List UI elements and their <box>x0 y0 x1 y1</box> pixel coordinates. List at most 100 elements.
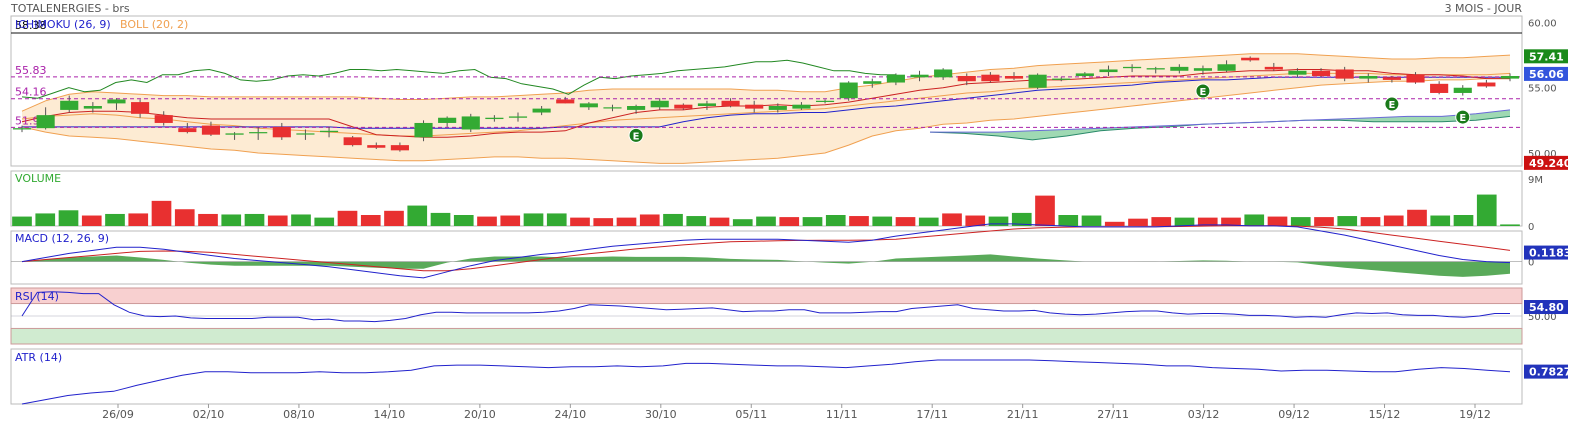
y-tick-label: 0 <box>1528 258 1534 269</box>
candle-body <box>579 103 598 108</box>
candle-body <box>981 74 1000 82</box>
candle-body <box>1382 77 1401 80</box>
volume-bar <box>988 216 1009 226</box>
candle <box>1052 77 1071 82</box>
candle-body <box>957 76 976 82</box>
candle <box>981 72 1000 83</box>
candle-body <box>1264 66 1283 70</box>
date-tick-label: 14/10 <box>374 408 406 421</box>
candle <box>1099 65 1118 76</box>
event-marker-circle <box>1195 83 1211 99</box>
event-marker-e: E <box>1195 83 1211 99</box>
candle-body <box>272 126 291 138</box>
candle <box>201 121 221 136</box>
volume-bar <box>1476 194 1497 226</box>
price-badge: 49.240 <box>1524 155 1571 170</box>
candle <box>886 73 905 86</box>
event-marker-circle <box>628 127 644 143</box>
date-tick-label: 26/09 <box>102 408 134 421</box>
candle-body <box>1288 70 1307 75</box>
badge-label: 56.06 <box>1529 68 1564 81</box>
volume-bar <box>430 212 451 226</box>
level-label: 54.16 <box>15 86 47 99</box>
candle <box>863 78 882 88</box>
candle <box>627 104 646 114</box>
candle <box>1193 65 1213 75</box>
volume-bar <box>500 215 521 226</box>
volume-bar <box>128 213 149 226</box>
badge-bg <box>1524 66 1568 81</box>
candle-body <box>910 74 929 78</box>
macd-panel: MACD (12, 26, 9)00.1183 <box>10 223 1571 285</box>
candle <box>296 129 315 140</box>
candle <box>343 136 362 147</box>
candle-body <box>1099 69 1118 73</box>
price-badge: 57.41 <box>1524 49 1568 64</box>
date-tick-label: 30/10 <box>645 408 677 421</box>
candle-body <box>36 115 55 129</box>
badge-bg <box>1524 300 1568 315</box>
candle <box>36 107 55 130</box>
candle <box>1123 64 1142 73</box>
bollinger-label: BOLL (20, 2) <box>120 18 188 31</box>
y-tick-label: 9M <box>1528 175 1543 186</box>
volume-panel: VOLUME 9M 0 <box>10 170 1543 233</box>
badge-bg <box>1524 49 1568 64</box>
volume-bar <box>1174 217 1195 226</box>
volume-bar <box>965 215 986 226</box>
date-tick-label: 17/11 <box>916 408 948 421</box>
candle <box>1028 73 1047 90</box>
candle <box>532 106 551 116</box>
y-tick-label: 50.00 <box>1528 312 1557 323</box>
period-label[interactable]: 3 MOIS - JOUR <box>1445 2 1523 15</box>
volume-bar <box>1011 212 1032 226</box>
atr-panel: ATR (14) 0.7827 <box>10 348 1571 405</box>
candle-body <box>107 99 126 104</box>
volume-bar <box>267 215 288 226</box>
candle <box>178 122 197 134</box>
candle <box>579 102 598 110</box>
volume-bar <box>1267 216 1288 226</box>
volume-bar <box>523 213 544 226</box>
volume-bar <box>384 210 404 226</box>
volume-bar <box>663 213 683 226</box>
date-tick-label: 11/11 <box>826 408 858 421</box>
candle-body <box>863 81 882 84</box>
candle-body <box>1477 82 1496 87</box>
volume-bar <box>546 213 567 226</box>
candle-body <box>1146 68 1165 70</box>
date-tick-label: 24/10 <box>554 408 586 421</box>
ichimoku-span-b <box>930 109 1511 133</box>
volume-bar <box>1081 215 1102 226</box>
badge-label: 0.1183 <box>1529 247 1571 260</box>
volume-bar <box>1197 217 1218 226</box>
date-tick-label: 02/10 <box>193 408 225 421</box>
candle <box>107 98 126 110</box>
candle <box>697 100 717 110</box>
volume-bar <box>291 214 311 226</box>
candle-body <box>556 99 575 104</box>
candle <box>792 102 811 110</box>
y-tick-label: 50.00 <box>1528 149 1557 160</box>
event-marker-label: E <box>1459 113 1466 124</box>
candle-body <box>532 108 551 113</box>
volume-bar <box>849 216 869 226</box>
volume-bar <box>639 214 660 226</box>
candle <box>60 95 79 113</box>
volume-bar <box>151 200 172 226</box>
event-marker-circle <box>1455 109 1471 125</box>
candle <box>1311 68 1331 78</box>
volume-bar <box>918 217 939 226</box>
volume-bar <box>570 217 590 226</box>
badge-label: 54.80 <box>1529 301 1564 314</box>
candle-body <box>249 132 268 134</box>
macd-histogram-area <box>22 254 1510 277</box>
candle-body <box>1453 87 1472 93</box>
candle <box>1453 85 1472 96</box>
candle <box>1288 68 1307 78</box>
candle <box>249 126 268 140</box>
volume-bar <box>1221 217 1241 226</box>
candle <box>910 70 929 82</box>
candle-body <box>1500 76 1520 79</box>
